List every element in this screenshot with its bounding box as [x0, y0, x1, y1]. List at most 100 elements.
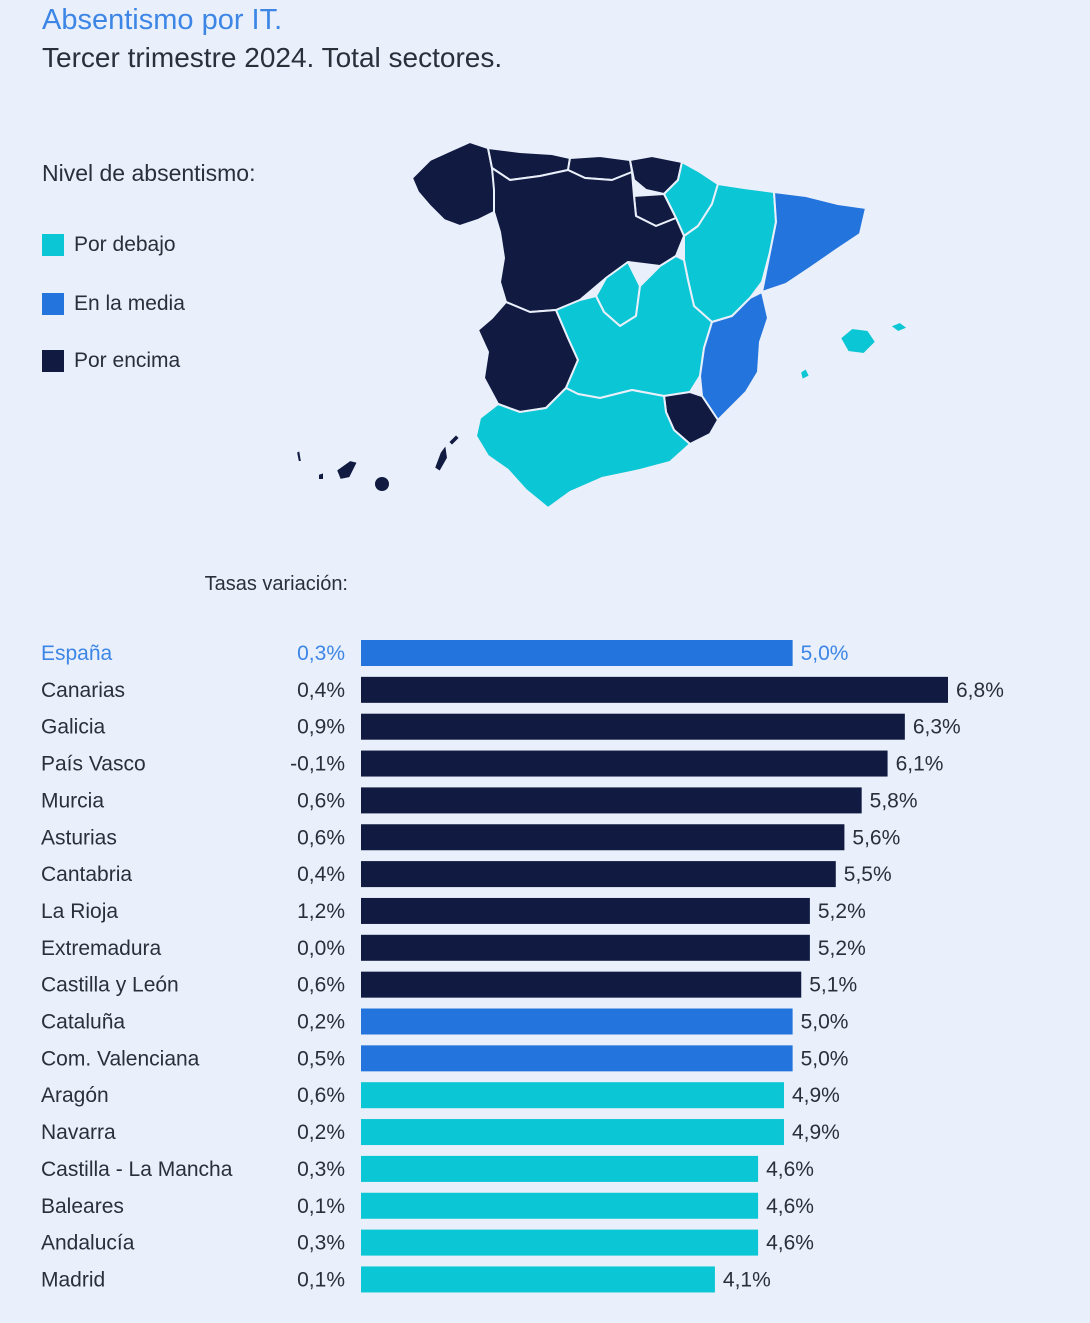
bar-4: [361, 787, 862, 814]
bar-13: [361, 1119, 784, 1146]
bar-chart: España 0,3% 5,0% Canarias 0,4% 6,8% Galicia 0,9…: [41, 640, 1004, 1293]
map-region-castilla-y-leon: [491, 167, 685, 313]
bar-3: [361, 750, 888, 777]
bar-5: [361, 824, 845, 851]
category-label-1: Canarias: [41, 679, 125, 702]
category-label-7: La Rioja: [41, 900, 118, 923]
data-label-15: 4,6%: [766, 1195, 814, 1218]
category-label-16: Andalucía: [41, 1232, 135, 1255]
legend-swatch-por-debajo: [42, 234, 64, 256]
category-label-15: Baleares: [41, 1195, 124, 1218]
category-label-14: Castilla - La Mancha: [41, 1158, 233, 1181]
category-label-4: Murcia: [41, 789, 104, 812]
bar-14: [361, 1155, 759, 1182]
variation-label-13: 0,2%: [297, 1121, 345, 1144]
bar-9: [361, 971, 802, 998]
category-label-12: Aragón: [41, 1084, 109, 1107]
map-region-canarias-5: [433, 443, 449, 473]
variation-label-5: 0,6%: [297, 826, 345, 849]
variation-label-0: 0,3%: [297, 642, 345, 665]
data-label-5: 5,6%: [852, 826, 900, 849]
bar-16: [361, 1229, 759, 1256]
variation-label-14: 0,3%: [297, 1158, 345, 1181]
category-label-17: Madrid: [41, 1268, 105, 1291]
chart-title: Absentismo por IT.: [42, 4, 283, 36]
variation-label-7: 1,2%: [297, 900, 345, 923]
data-label-1: 6,8%: [956, 679, 1004, 702]
map-region-baleares-ibiza: [799, 367, 811, 381]
category-label-9: Castilla y León: [41, 974, 179, 997]
variation-label-9: 0,6%: [297, 974, 345, 997]
legend-title: Nivel de absentismo:: [42, 160, 256, 186]
data-label-3: 6,1%: [896, 753, 944, 776]
map-region-canarias-3: [335, 459, 359, 481]
data-label-14: 4,6%: [766, 1158, 814, 1181]
spain-map: [295, 141, 909, 509]
category-label-0: España: [41, 642, 113, 665]
bar-7: [361, 897, 810, 924]
data-label-17: 4,1%: [723, 1268, 771, 1291]
data-label-7: 5,2%: [818, 900, 866, 923]
variation-label-16: 0,3%: [297, 1232, 345, 1255]
data-label-13: 4,9%: [792, 1121, 840, 1144]
data-label-8: 5,2%: [818, 937, 866, 960]
bar-1: [361, 676, 948, 703]
data-label-16: 4,6%: [766, 1232, 814, 1255]
bar-8: [361, 934, 810, 961]
legend-label-por-encima: Por encima: [74, 349, 181, 372]
category-label-2: Galicia: [41, 716, 106, 739]
legend-label-por-debajo: Por debajo: [74, 233, 176, 256]
variation-label-10: 0,2%: [297, 1011, 345, 1034]
map-region-canarias-1: [295, 449, 303, 463]
category-label-13: Navarra: [41, 1121, 116, 1144]
variation-label-4: 0,6%: [297, 789, 345, 812]
category-label-8: Extremadura: [41, 937, 162, 960]
bar-2: [361, 713, 905, 740]
category-label-3: País Vasco: [41, 753, 146, 776]
data-label-6: 5,5%: [844, 863, 892, 886]
bar-11: [361, 1045, 793, 1072]
map-region-andalucia: [475, 387, 691, 509]
data-label-10: 5,0%: [801, 1011, 849, 1034]
variation-label-15: 0,1%: [297, 1195, 345, 1218]
bar-0: [361, 640, 793, 666]
chart-subtitle: Tercer trimestre 2024. Total sectores.: [42, 42, 503, 73]
legend-item-por-encima: Por encima: [42, 349, 180, 373]
legend-swatch-por-encima: [42, 350, 64, 372]
bar-10: [361, 1008, 793, 1035]
data-label-12: 4,9%: [792, 1084, 840, 1107]
category-label-6: Cantabria: [41, 863, 132, 886]
map-region-valenciana: [699, 291, 769, 421]
legend-label-en-la-media: En la media: [74, 292, 185, 315]
bar-17: [361, 1266, 715, 1293]
bar-6: [361, 861, 836, 888]
variation-label-1: 0,4%: [297, 679, 345, 702]
legend-swatch-en-la-media: [42, 293, 64, 315]
variation-label-2: 0,9%: [297, 716, 345, 739]
legend-item-en-la-media: En la media: [42, 292, 185, 316]
data-label-9: 5,1%: [809, 974, 857, 997]
category-label-10: Cataluña: [41, 1011, 125, 1034]
map-region-canarias-6: [447, 433, 461, 447]
map-region-canarias-2: [317, 471, 325, 481]
variation-label-3: -0,1%: [290, 753, 345, 776]
map-region-galicia: [411, 141, 497, 227]
variation-label-12: 0,6%: [297, 1084, 345, 1107]
map-region-baleares-menorca: [889, 321, 909, 333]
bar-15: [361, 1192, 759, 1219]
data-label-2: 6,3%: [913, 716, 961, 739]
bar-12: [361, 1082, 784, 1109]
variation-label-8: 0,0%: [297, 937, 345, 960]
variation-header: Tasas variación:: [204, 573, 348, 595]
data-label-11: 5,0%: [801, 1047, 849, 1070]
variation-label-6: 0,4%: [297, 863, 345, 886]
category-label-11: Com. Valenciana: [41, 1047, 200, 1070]
legend-item-por-debajo: Por debajo: [42, 233, 176, 257]
category-label-5: Asturias: [41, 826, 117, 849]
data-label-0: 5,0%: [801, 642, 849, 665]
map-region-baleares-mallorca: [839, 327, 877, 355]
map-region-canarias-4: [373, 475, 391, 493]
data-label-4: 5,8%: [870, 789, 918, 812]
map-region-cataluna: [761, 191, 867, 293]
variation-label-17: 0,1%: [297, 1268, 345, 1291]
